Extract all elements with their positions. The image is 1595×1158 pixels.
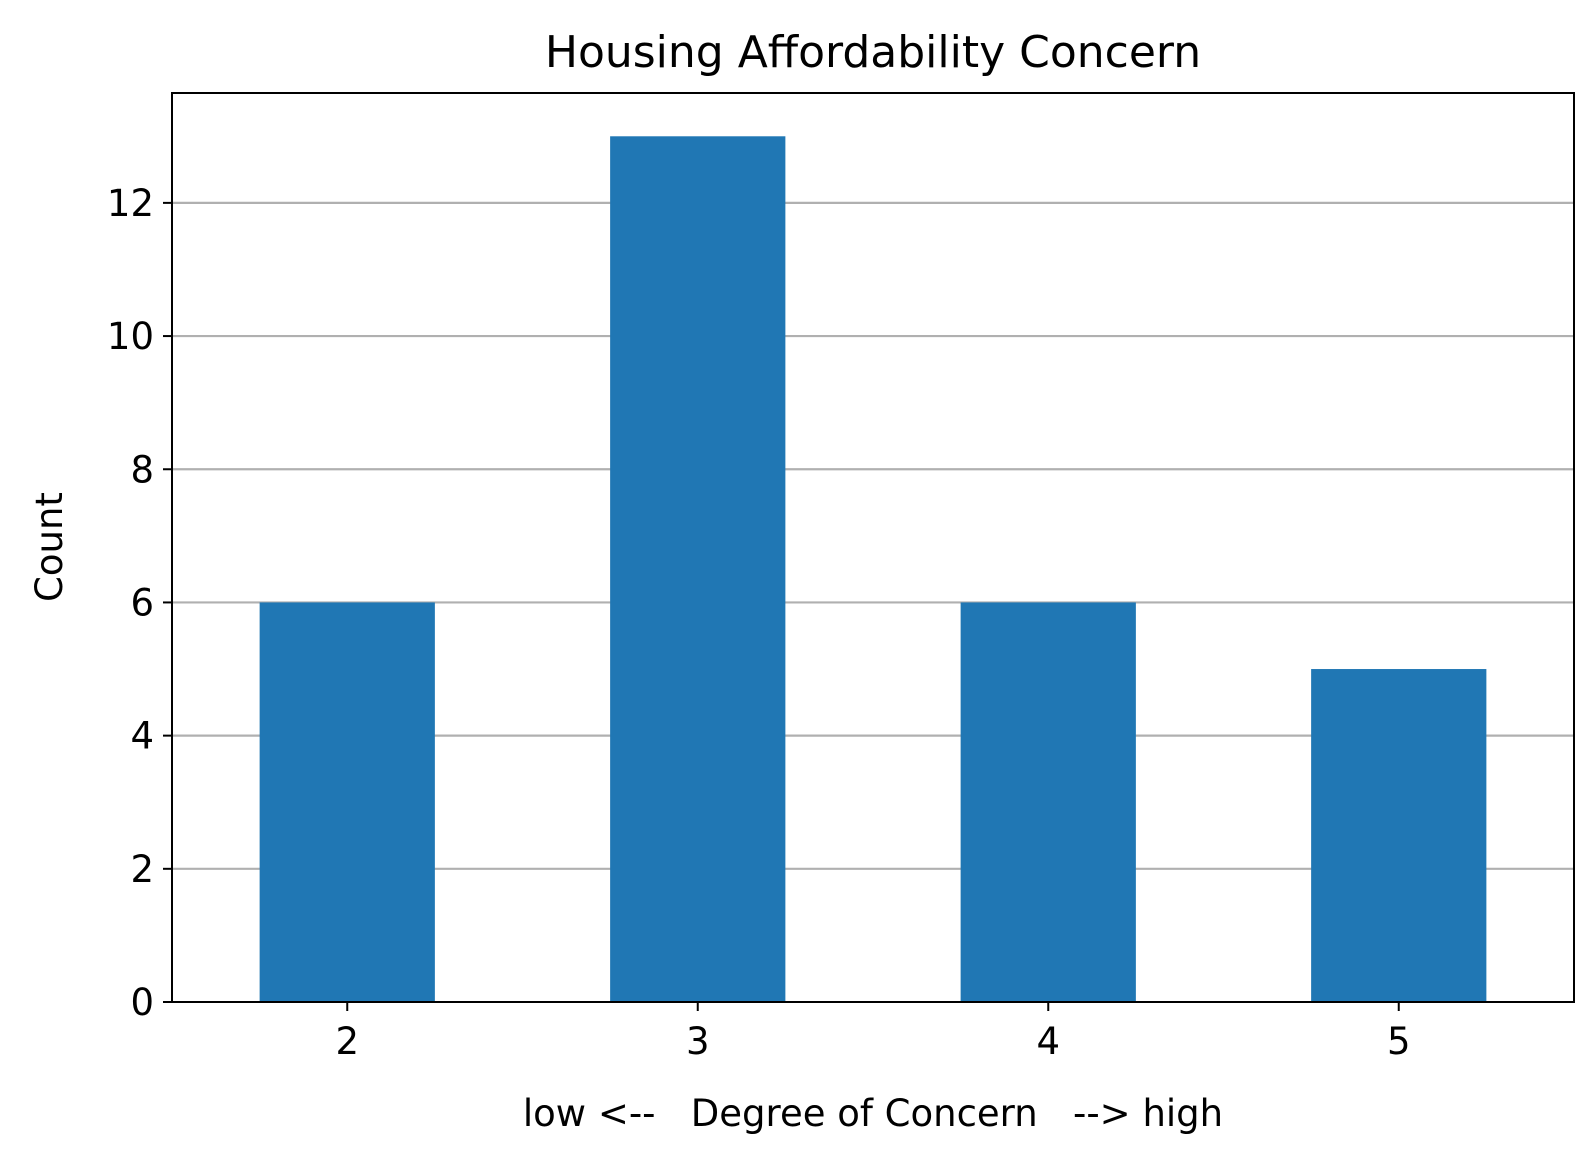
x-tick-label: 2 — [335, 1020, 359, 1063]
chart-title: Housing Affordability Concern — [545, 27, 1201, 78]
bar — [610, 136, 786, 1003]
y-tick-label: 10 — [107, 315, 154, 358]
y-tick-label: 6 — [130, 581, 154, 624]
x-tick-label: 4 — [1036, 1020, 1060, 1063]
y-tick-label: 4 — [130, 715, 154, 758]
x-tick-label: 3 — [686, 1020, 710, 1063]
y-tick-label: 8 — [130, 448, 154, 491]
y-tick-label: 2 — [130, 848, 154, 891]
bar — [960, 602, 1136, 1002]
x-axis-ticks: 2 3 4 5 — [335, 1002, 1411, 1063]
y-axis-ticks: 0 2 4 6 8 10 12 — [107, 182, 172, 1024]
plot-frame — [171, 92, 1575, 1003]
y-axis-label: Count — [28, 492, 71, 602]
bar — [1311, 669, 1487, 1002]
bar — [259, 602, 435, 1002]
y-tick-label: 0 — [130, 981, 154, 1024]
x-tick-label: 5 — [1387, 1020, 1411, 1063]
bars — [259, 136, 1487, 1003]
x-axis-label: low <-- Degree of Concern --> high — [523, 1092, 1223, 1135]
y-tick-label: 12 — [107, 182, 154, 225]
